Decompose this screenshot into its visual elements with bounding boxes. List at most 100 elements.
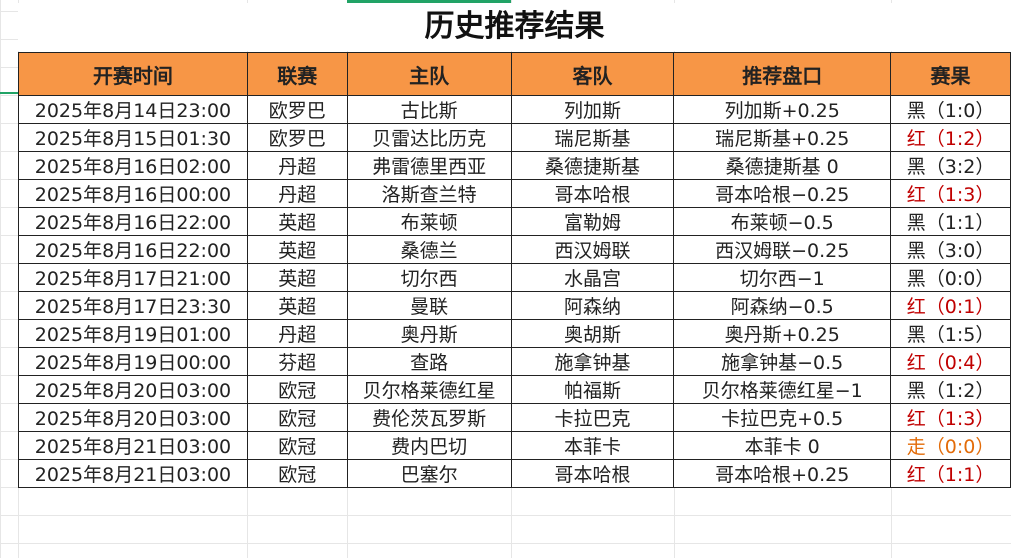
table-row: 2025年8月16日22:00 英超 桑德兰 西汉姆联 西汉姆联−0.25 黑（3:0）: [18, 235, 1011, 264]
cell-result[interactable]: 红（1:2）: [890, 123, 1011, 152]
cell-league[interactable]: 丹超: [246, 319, 348, 348]
cell-recommended-handicap[interactable]: 桑德捷斯基 0: [673, 151, 892, 180]
header-result[interactable]: 赛果: [890, 52, 1011, 96]
cell-league[interactable]: 欧冠: [246, 431, 348, 460]
cell-home-team[interactable]: 古比斯: [346, 95, 512, 124]
cell-kickoff-time[interactable]: 2025年8月20日03:00: [18, 375, 248, 404]
cell-result[interactable]: 红（1:1）: [890, 459, 1011, 488]
cell-league[interactable]: 英超: [246, 207, 348, 236]
cell-recommended-handicap[interactable]: 阿森纳−0.5: [673, 291, 892, 320]
cell-home-team[interactable]: 桑德兰: [346, 235, 512, 264]
cell-away-team[interactable]: 帕福斯: [510, 375, 675, 404]
cell-kickoff-time[interactable]: 2025年8月16日02:00: [18, 151, 248, 180]
cell-result[interactable]: 红（0:4）: [890, 347, 1011, 376]
cell-kickoff-time[interactable]: 2025年8月19日01:00: [18, 319, 248, 348]
cell-away-team[interactable]: 卡拉巴克: [510, 403, 675, 432]
cell-home-team[interactable]: 洛斯查兰特: [346, 179, 512, 208]
cell-away-team[interactable]: 富勒姆: [510, 207, 675, 236]
header-kickoff-time[interactable]: 开赛时间: [18, 52, 248, 96]
cell-home-team[interactable]: 奥丹斯: [346, 319, 512, 348]
cell-recommended-handicap[interactable]: 哥本哈根+0.25: [673, 459, 892, 488]
cell-recommended-handicap[interactable]: 布莱顿−0.5: [673, 207, 892, 236]
cell-recommended-handicap[interactable]: 瑞尼斯基+0.25: [673, 123, 892, 152]
cell-result[interactable]: 红（0:1）: [890, 291, 1011, 320]
cell-result[interactable]: 黑（3:2）: [890, 151, 1011, 180]
cell-league[interactable]: 欧罗巴: [246, 123, 348, 152]
cell-recommended-handicap[interactable]: 哥本哈根−0.25: [673, 179, 892, 208]
cell-recommended-handicap[interactable]: 西汉姆联−0.25: [673, 235, 892, 264]
cell-home-team[interactable]: 弗雷德里西亚: [346, 151, 512, 180]
cell-kickoff-time[interactable]: 2025年8月14日23:00: [18, 95, 248, 124]
cell-kickoff-time[interactable]: 2025年8月16日00:00: [18, 179, 248, 208]
cell-result[interactable]: 黑（0:0）: [890, 263, 1011, 292]
cell-kickoff-time[interactable]: 2025年8月16日22:00: [18, 235, 248, 264]
cell-league[interactable]: 欧罗巴: [246, 95, 348, 124]
cell-away-team[interactable]: 哥本哈根: [510, 459, 675, 488]
cell-home-team[interactable]: 贝尔格莱德红星: [346, 375, 512, 404]
cell-kickoff-time[interactable]: 2025年8月21日03:00: [18, 431, 248, 460]
cell-recommended-handicap[interactable]: 卡拉巴克+0.5: [673, 403, 892, 432]
cell-away-team[interactable]: 哥本哈根: [510, 179, 675, 208]
table-row: 2025年8月21日03:00 欧冠 费内巴切 本菲卡 本菲卡 0 走（0:0）: [18, 431, 1011, 460]
cell-home-team[interactable]: 布莱顿: [346, 207, 512, 236]
cell-kickoff-time[interactable]: 2025年8月16日22:00: [18, 207, 248, 236]
cell-away-team[interactable]: 桑德捷斯基: [510, 151, 675, 180]
cell-home-team[interactable]: 费内巴切: [346, 431, 512, 460]
cell-result[interactable]: 黑（1:1）: [890, 207, 1011, 236]
cell-league[interactable]: 英超: [246, 235, 348, 264]
cell-league[interactable]: 芬超: [246, 347, 348, 376]
cell-home-team[interactable]: 曼联: [346, 291, 512, 320]
cell-home-team[interactable]: 切尔西: [346, 263, 512, 292]
cell-league[interactable]: 英超: [246, 291, 348, 320]
header-recommended-handicap[interactable]: 推荐盘口: [673, 52, 892, 96]
cell-away-team[interactable]: 水晶宫: [510, 263, 675, 292]
cell-kickoff-time[interactable]: 2025年8月20日03:00: [18, 403, 248, 432]
cell-away-team[interactable]: 本菲卡: [510, 431, 675, 460]
cell-away-team[interactable]: 施拿钟基: [510, 347, 675, 376]
table-row: 2025年8月17日23:30 英超 曼联 阿森纳 阿森纳−0.5 红（0:1）: [18, 291, 1011, 320]
cell-kickoff-time[interactable]: 2025年8月17日21:00: [18, 263, 248, 292]
cell-recommended-handicap[interactable]: 本菲卡 0: [673, 431, 892, 460]
cell-result[interactable]: 黑（3:0）: [890, 235, 1011, 264]
table-row: 2025年8月16日22:00 英超 布莱顿 富勒姆 布莱顿−0.5 黑（1:1）: [18, 207, 1011, 236]
cell-kickoff-time[interactable]: 2025年8月21日03:00: [18, 459, 248, 488]
cell-result[interactable]: 红（1:3）: [890, 403, 1011, 432]
cell-away-team[interactable]: 列加斯: [510, 95, 675, 124]
cell-home-team[interactable]: 巴塞尔: [346, 459, 512, 488]
cell-result[interactable]: 黑（1:0）: [890, 95, 1011, 124]
table-row: 2025年8月16日00:00 丹超 洛斯查兰特 哥本哈根 哥本哈根−0.25 红（1:3…: [18, 179, 1011, 208]
cell-kickoff-time[interactable]: 2025年8月17日23:30: [18, 291, 248, 320]
table-row: 2025年8月19日01:00 丹超 奥丹斯 奥胡斯 奥丹斯+0.25 黑（1:5）: [18, 319, 1011, 348]
table-row: 2025年8月20日03:00 欧冠 费伦茨瓦罗斯 卡拉巴克 卡拉巴克+0.5 红（1:3…: [18, 403, 1011, 432]
cell-recommended-handicap[interactable]: 列加斯+0.25: [673, 95, 892, 124]
cell-result[interactable]: 红（1:3）: [890, 179, 1011, 208]
cell-home-team[interactable]: 费伦茨瓦罗斯: [346, 403, 512, 432]
cell-result[interactable]: 走（0:0）: [890, 431, 1011, 460]
cell-recommended-handicap[interactable]: 切尔西−1: [673, 263, 892, 292]
header-home-team[interactable]: 主队: [346, 52, 512, 96]
cell-recommended-handicap[interactable]: 施拿钟基−0.5: [673, 347, 892, 376]
cell-away-team[interactable]: 瑞尼斯基: [510, 123, 675, 152]
table-row: 2025年8月15日01:30 欧罗巴 贝雷达比历克 瑞尼斯基 瑞尼斯基+0.25 红（1…: [18, 123, 1011, 152]
cell-result[interactable]: 黑（1:2）: [890, 375, 1011, 404]
cell-league[interactable]: 欧冠: [246, 375, 348, 404]
cell-recommended-handicap[interactable]: 奥丹斯+0.25: [673, 319, 892, 348]
selected-row-indicator: [0, 92, 18, 94]
header-league[interactable]: 联赛: [246, 52, 348, 96]
cell-recommended-handicap[interactable]: 贝尔格莱德红星−1: [673, 375, 892, 404]
cell-away-team[interactable]: 阿森纳: [510, 291, 675, 320]
cell-away-team[interactable]: 奥胡斯: [510, 319, 675, 348]
cell-league[interactable]: 欧冠: [246, 403, 348, 432]
cell-league[interactable]: 欧冠: [246, 459, 348, 488]
cell-home-team[interactable]: 查路: [346, 347, 512, 376]
cell-away-team[interactable]: 西汉姆联: [510, 235, 675, 264]
cell-kickoff-time[interactable]: 2025年8月19日00:00: [18, 347, 248, 376]
cell-kickoff-time[interactable]: 2025年8月15日01:30: [18, 123, 248, 152]
header-away-team[interactable]: 客队: [510, 52, 675, 96]
cell-result[interactable]: 黑（1:5）: [890, 319, 1011, 348]
cell-league[interactable]: 丹超: [246, 151, 348, 180]
cell-home-team[interactable]: 贝雷达比历克: [346, 123, 512, 152]
table-row: 2025年8月20日03:00 欧冠 贝尔格莱德红星 帕福斯 贝尔格莱德红星−1 黑（1:…: [18, 375, 1011, 404]
cell-league[interactable]: 英超: [246, 263, 348, 292]
cell-league[interactable]: 丹超: [246, 179, 348, 208]
